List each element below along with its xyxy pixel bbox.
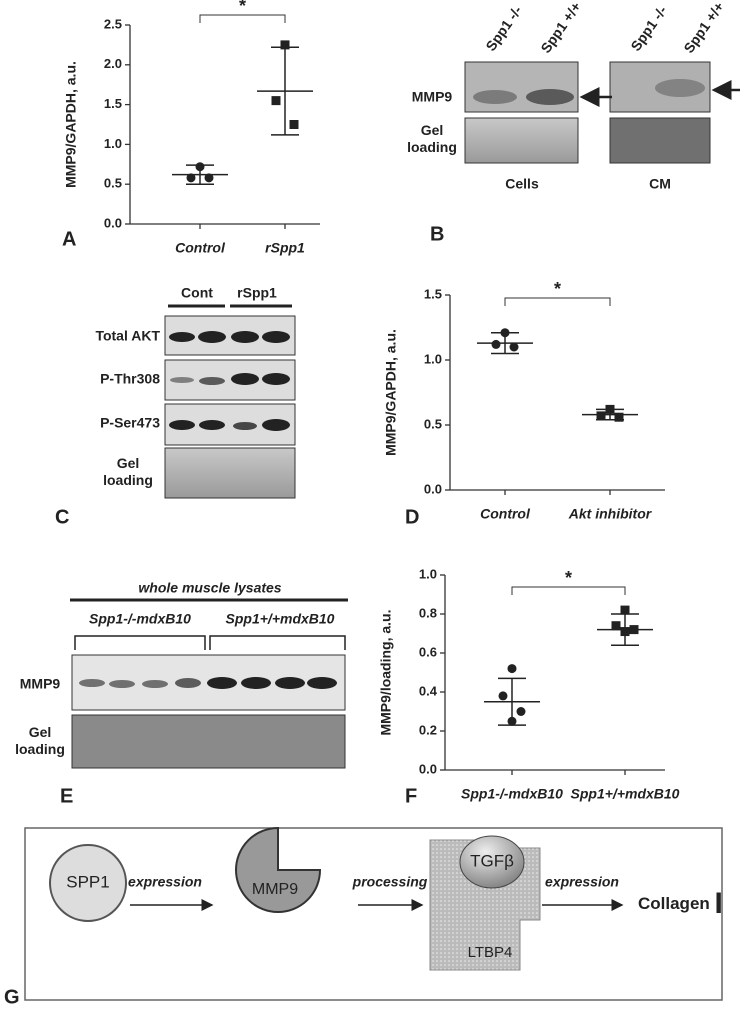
data-point [620, 627, 630, 637]
edge-label: expression [128, 874, 202, 890]
lane-label: Spp1 -/- [627, 2, 670, 54]
panel-letter: F [405, 785, 417, 807]
x-tick-label: Akt inhibitor [568, 506, 653, 522]
row-label: P-Thr308 [100, 371, 160, 387]
data-point [289, 120, 299, 129]
data-point [280, 40, 290, 50]
data-point [204, 173, 214, 183]
y-tick-label: 0.2 [419, 722, 437, 737]
data-point [186, 173, 196, 183]
data-point [491, 339, 501, 349]
panel-letter: E [60, 785, 73, 807]
y-tick-label: 0.0 [419, 761, 437, 776]
data-point [509, 342, 519, 352]
x-tick-label: Control [480, 506, 531, 522]
row-label: Gel loading [407, 122, 457, 155]
group-label: Cont [181, 285, 213, 301]
node-label: LTBP4 [468, 944, 513, 961]
data-point [596, 411, 606, 421]
data-point [507, 664, 517, 674]
panel-letter: A [62, 228, 76, 250]
row-label: MMP9 [20, 676, 61, 692]
data-point [516, 707, 526, 716]
y-tick-label: 0.4 [419, 683, 438, 698]
y-axis-label: MMP9/GAPDH, a.u. [63, 61, 79, 188]
significance-bracket [199, 14, 286, 23]
caption: CM [649, 176, 671, 192]
node-label: SPP1 [66, 872, 109, 891]
diagram: SPP1 MMP9 TGFβ LTBP4 expression processi… [4, 826, 723, 1008]
y-tick-label: 2.0 [104, 56, 122, 71]
data-point [498, 691, 508, 701]
data-point [605, 404, 615, 414]
data-point [629, 625, 639, 635]
y-tick-label: 0.8 [419, 605, 437, 620]
data-point [620, 605, 630, 615]
lane-label: Spp1 +/+ [680, 0, 727, 56]
annotation: * [239, 0, 246, 16]
annotation: * [565, 568, 572, 588]
blot-title: whole muscle lysates [138, 580, 281, 596]
output-label: Collagen I [638, 887, 723, 920]
node-label: TGFβ [470, 851, 514, 870]
y-tick-label: 0.6 [419, 644, 437, 659]
x-tick-label: Spp1+/+mdxB10 [571, 786, 680, 802]
y-tick-label: 1.0 [104, 136, 122, 151]
blot-e: whole muscle lysates Spp1-/-mdxB10 Spp1+… [15, 580, 348, 807]
y-tick-label: 1.5 [104, 96, 122, 111]
data-point [500, 328, 510, 338]
annotation: * [554, 279, 561, 299]
y-tick-label: 2.5 [104, 16, 122, 31]
y-axis-label: MMP9/GAPDH, a.u. [383, 329, 399, 456]
edge-label: expression [545, 874, 619, 890]
y-tick-label: 0.5 [104, 176, 122, 191]
x-tick-label: Control [175, 240, 226, 256]
lane-label: Spp1 +/+ [537, 0, 584, 56]
row-label: MMP9 [412, 89, 453, 105]
significance-bracket [504, 297, 611, 306]
group-label: Spp1-/-mdxB10 [89, 611, 191, 627]
y-tick-label: 0.0 [424, 481, 442, 496]
group-label: rSpp1 [237, 285, 277, 301]
edge-label: processing [352, 874, 428, 890]
panel-letter: G [4, 986, 20, 1008]
group-label: Spp1+/+mdxB10 [226, 611, 335, 627]
y-tick-label: 1.5 [424, 286, 442, 301]
data-point [611, 621, 621, 631]
row-label: Total AKT [95, 328, 160, 344]
x-tick-label: rSpp1 [265, 240, 305, 256]
panel-letter: B [430, 223, 444, 245]
panel-letter: D [405, 506, 419, 528]
y-tick-label: 0.0 [104, 215, 122, 230]
y-tick-label: 1.0 [424, 351, 442, 366]
row-label: P-Ser473 [100, 415, 160, 431]
data-point [271, 96, 281, 106]
blot-b: Spp1 -/- Spp1 +/+ Spp1 -/- Spp1 +/+ MMP9… [407, 0, 740, 245]
row-label: Gel loading [103, 455, 153, 488]
y-axis-label: MMP9/loading, a.u. [378, 609, 394, 735]
y-tick-label: 1.0 [419, 566, 437, 581]
blot-c: Cont rSpp1 Total AKT P-Thr308 P-Ser473 G… [55, 285, 296, 528]
x-tick-label: Spp1-/-mdxB10 [461, 786, 563, 802]
data-point [195, 162, 205, 172]
y-tick-label: 0.5 [424, 416, 442, 431]
data-point [507, 716, 517, 726]
caption: Cells [505, 176, 539, 192]
panel-letter: C [55, 506, 69, 528]
row-label: Gel loading [15, 724, 65, 757]
significance-bracket [511, 586, 626, 595]
node-label: MMP9 [252, 881, 298, 898]
lane-label: Spp1 -/- [482, 2, 525, 54]
data-point [614, 412, 624, 422]
